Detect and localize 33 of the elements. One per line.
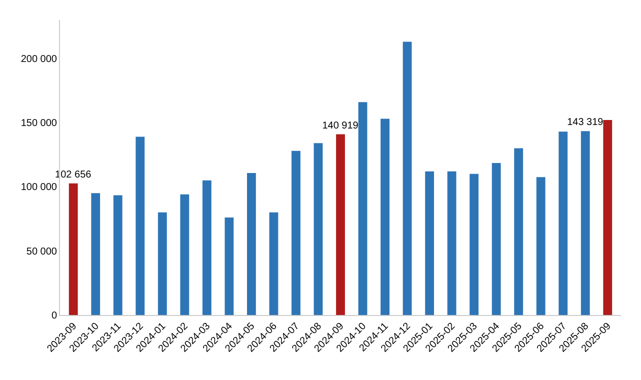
- bar: [425, 171, 434, 315]
- y-tick-label: 150 000: [20, 118, 58, 130]
- bar: [269, 212, 278, 315]
- data-label: 140 919: [322, 120, 359, 132]
- bar: [180, 194, 190, 315]
- y-tick-label: 100 000: [20, 182, 58, 194]
- y-tick-label: 200 000: [20, 54, 58, 65]
- bar: [514, 148, 524, 315]
- y-tick-label: 50 000: [26, 246, 58, 258]
- bar: [91, 193, 100, 315]
- bar: [402, 42, 412, 315]
- bar: [202, 180, 212, 315]
- bar: [247, 173, 256, 315]
- bar: [314, 143, 323, 315]
- bar: [136, 136, 145, 315]
- bar: [292, 150, 300, 315]
- bar: [224, 218, 234, 315]
- bar: [492, 163, 501, 315]
- bar: [113, 195, 122, 315]
- data-label: 143 319: [567, 117, 604, 128]
- data-label: 102 656: [55, 169, 92, 180]
- bar: [158, 212, 167, 315]
- bar: [380, 118, 390, 315]
- y-tick-label: 0: [51, 310, 58, 322]
- bar: [580, 131, 590, 315]
- bar: [470, 174, 479, 315]
- bar: [68, 183, 78, 315]
- bar: [603, 120, 612, 315]
- bar: [358, 102, 368, 315]
- bar: [558, 132, 568, 315]
- bar: [447, 171, 456, 315]
- bar: [336, 134, 345, 315]
- bar: [536, 177, 546, 315]
